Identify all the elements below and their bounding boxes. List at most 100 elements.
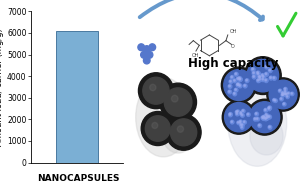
Circle shape: [242, 109, 245, 113]
Circle shape: [241, 126, 243, 128]
Circle shape: [238, 77, 240, 79]
Circle shape: [269, 126, 270, 128]
Circle shape: [261, 78, 265, 82]
Circle shape: [265, 65, 269, 69]
Circle shape: [268, 125, 272, 129]
Text: O: O: [231, 44, 235, 49]
Circle shape: [239, 77, 242, 81]
Circle shape: [265, 113, 268, 117]
Circle shape: [138, 73, 173, 109]
Circle shape: [257, 72, 261, 76]
Circle shape: [262, 76, 264, 77]
Circle shape: [247, 113, 250, 116]
Circle shape: [141, 112, 174, 146]
Circle shape: [265, 66, 267, 67]
Circle shape: [231, 121, 232, 122]
Circle shape: [264, 118, 266, 119]
Circle shape: [241, 114, 243, 116]
Circle shape: [274, 99, 277, 102]
Circle shape: [283, 93, 285, 94]
Circle shape: [228, 91, 230, 92]
Circle shape: [262, 78, 264, 80]
Circle shape: [283, 103, 285, 105]
Circle shape: [222, 100, 255, 134]
Circle shape: [221, 67, 256, 103]
Circle shape: [259, 76, 261, 78]
Circle shape: [270, 77, 271, 78]
Circle shape: [236, 111, 237, 112]
Circle shape: [247, 59, 279, 92]
Circle shape: [252, 71, 256, 75]
Circle shape: [238, 78, 242, 82]
Circle shape: [280, 97, 283, 101]
Circle shape: [239, 123, 243, 127]
Circle shape: [286, 95, 289, 98]
Circle shape: [236, 83, 240, 87]
Circle shape: [282, 92, 283, 94]
Circle shape: [256, 118, 258, 119]
Circle shape: [284, 88, 286, 90]
Circle shape: [262, 74, 263, 76]
Circle shape: [229, 85, 230, 87]
Circle shape: [257, 79, 259, 81]
Circle shape: [268, 108, 270, 109]
Circle shape: [143, 57, 150, 64]
Circle shape: [257, 79, 260, 83]
Circle shape: [284, 91, 286, 92]
Circle shape: [245, 79, 249, 83]
Circle shape: [237, 111, 238, 112]
Circle shape: [243, 121, 245, 123]
Circle shape: [238, 77, 242, 80]
Circle shape: [282, 94, 283, 96]
Circle shape: [247, 113, 249, 115]
Circle shape: [250, 102, 280, 133]
Text: High capacity: High capacity: [188, 57, 278, 70]
Circle shape: [258, 124, 262, 128]
Circle shape: [228, 84, 232, 88]
Circle shape: [258, 124, 260, 126]
Circle shape: [241, 114, 244, 117]
Circle shape: [264, 116, 265, 118]
Circle shape: [235, 73, 237, 75]
Circle shape: [234, 80, 235, 81]
Circle shape: [273, 98, 276, 102]
Circle shape: [283, 92, 286, 96]
Circle shape: [282, 94, 284, 95]
Circle shape: [237, 84, 238, 85]
Circle shape: [160, 83, 196, 121]
Circle shape: [262, 117, 266, 120]
Circle shape: [152, 122, 158, 129]
Ellipse shape: [161, 112, 195, 153]
Circle shape: [268, 69, 272, 73]
Circle shape: [273, 77, 275, 79]
Circle shape: [262, 75, 266, 79]
Circle shape: [264, 109, 266, 111]
Circle shape: [240, 113, 242, 115]
Circle shape: [149, 44, 156, 51]
Circle shape: [286, 93, 287, 95]
Circle shape: [236, 77, 240, 81]
Circle shape: [143, 46, 150, 53]
Circle shape: [258, 76, 260, 77]
Circle shape: [239, 111, 243, 115]
Circle shape: [285, 93, 289, 96]
Circle shape: [243, 84, 247, 88]
Circle shape: [171, 95, 178, 102]
Circle shape: [262, 116, 263, 118]
Circle shape: [274, 100, 276, 101]
Circle shape: [269, 69, 270, 71]
Circle shape: [264, 108, 268, 112]
Circle shape: [285, 93, 286, 94]
Circle shape: [282, 93, 285, 96]
Circle shape: [258, 75, 262, 79]
Circle shape: [281, 91, 285, 95]
Circle shape: [239, 122, 241, 123]
Circle shape: [254, 117, 257, 121]
Circle shape: [265, 117, 267, 119]
Circle shape: [285, 93, 286, 95]
Circle shape: [280, 98, 282, 99]
Circle shape: [233, 79, 237, 83]
Circle shape: [286, 96, 288, 97]
Circle shape: [291, 93, 293, 94]
Circle shape: [253, 76, 255, 77]
